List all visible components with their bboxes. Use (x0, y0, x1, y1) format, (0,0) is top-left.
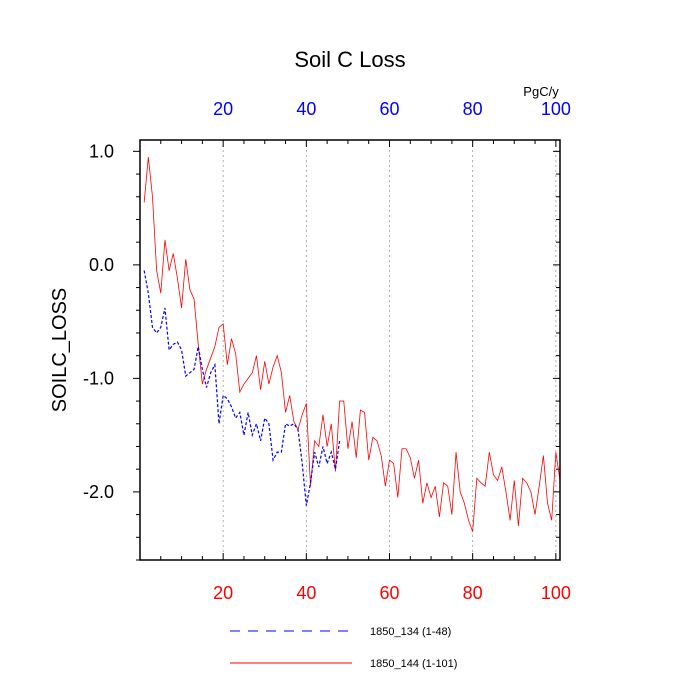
axis-ticks: 20 20 40 40 60 60 80 80 100 100 1.0 0.0 -1.0 -2.0 (83, 99, 571, 603)
x-tick-label-bottom: 100 (541, 583, 571, 603)
series-line-1850_144 (143, 156, 561, 532)
x-tick-label-bottom: 80 (463, 583, 483, 603)
top-axis-unit: PgC/y (523, 84, 559, 99)
legend-label: 1850_144 (1-101) (370, 658, 457, 670)
x-tick-label-top: 60 (379, 99, 399, 119)
grid-lines (222, 140, 557, 560)
x-tick-label-top: 80 (463, 99, 483, 119)
x-tick-label-top: 100 (541, 99, 571, 119)
x-tick-label-top: 20 (213, 99, 233, 119)
series-layer (143, 156, 561, 532)
plot-frame (139, 139, 561, 561)
x-tick-label-bottom: 20 (213, 583, 233, 603)
x-tick-label-top: 40 (296, 99, 316, 119)
series-line-1850_134 (143, 270, 341, 506)
y-tick-label: 1.0 (89, 141, 114, 161)
y-tick-label: 0.0 (89, 255, 114, 275)
legend: 1850_134 (1-48) 1850_144 (1-101) (230, 626, 457, 670)
y-tick-label: -1.0 (83, 368, 114, 388)
legend-label: 1850_134 (1-48) (370, 626, 451, 638)
chart-title: Soil C Loss (294, 47, 405, 72)
x-tick-label-bottom: 60 (379, 583, 399, 603)
x-tick-label-bottom: 40 (296, 583, 316, 603)
y-axis-label: SOILC_LOSS (49, 288, 71, 413)
y-tick-label: -2.0 (83, 482, 114, 502)
